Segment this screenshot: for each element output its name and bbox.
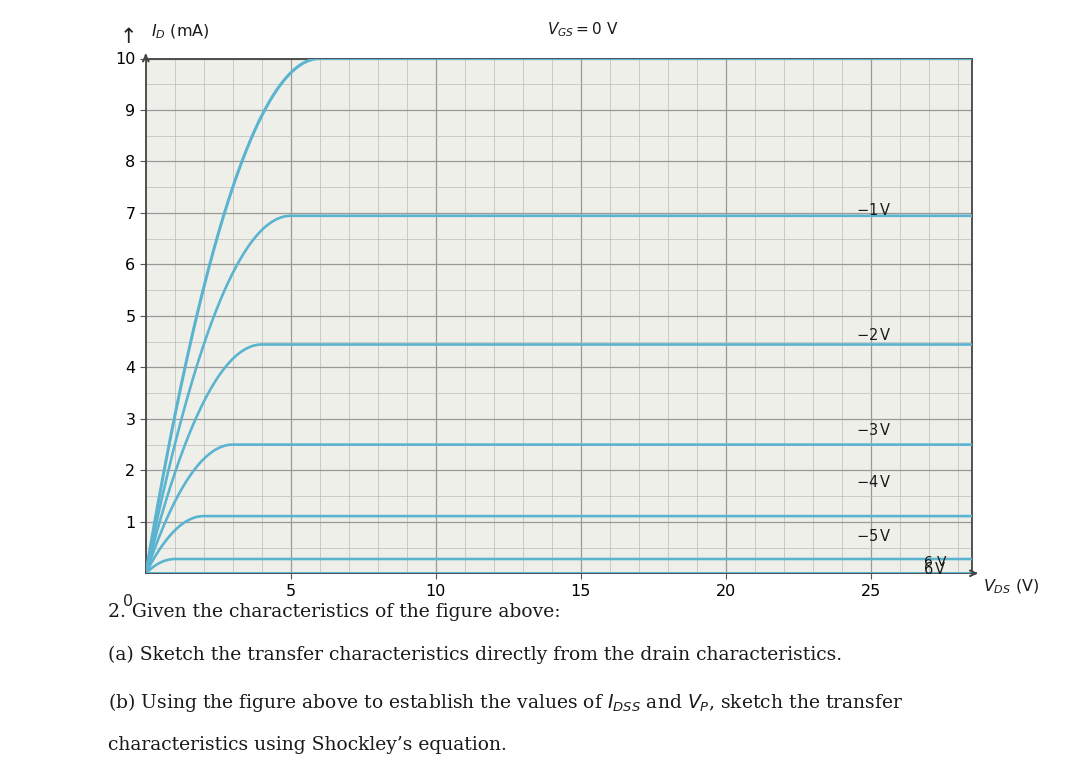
Text: $-3\,\mathrm{V}$: $-3\,\mathrm{V}$ (856, 422, 892, 438)
Text: (a) Sketch the transfer characteristics directly from the drain characteristics.: (a) Sketch the transfer characteristics … (108, 646, 842, 665)
Text: (b) Using the figure above to establish the values of $I_{DSS}$ and $V_P$, sketc: (b) Using the figure above to establish … (108, 690, 904, 714)
Text: $-1\,\mathrm{V}$: $-1\,\mathrm{V}$ (856, 202, 892, 218)
Text: $-4\,\mathrm{V}$: $-4\,\mathrm{V}$ (856, 473, 892, 490)
Text: $\uparrow$: $\uparrow$ (114, 27, 134, 47)
Text: $6\,\mathrm{V}$: $6\,\mathrm{V}$ (922, 561, 946, 577)
Text: $-2\,\mathrm{V}$: $-2\,\mathrm{V}$ (856, 328, 892, 343)
Text: $V_{GS}=0\ \mathrm{V}$: $V_{GS}=0\ \mathrm{V}$ (548, 20, 619, 39)
Text: $V_{DS}\ \mathrm{(V)}$: $V_{DS}\ \mathrm{(V)}$ (983, 577, 1039, 596)
Text: 2. Given the characteristics of the figure above:: 2. Given the characteristics of the figu… (108, 603, 561, 622)
Text: $-5\,\mathrm{V}$: $-5\,\mathrm{V}$ (856, 528, 892, 544)
Text: characteristics using Shockley’s equation.: characteristics using Shockley’s equatio… (108, 736, 507, 754)
Text: 0: 0 (123, 594, 134, 609)
Text: $I_D\ \mathrm{(mA)}$: $I_D\ \mathrm{(mA)}$ (151, 23, 210, 41)
Text: $6\ \mathrm{V}$: $6\ \mathrm{V}$ (922, 555, 947, 569)
